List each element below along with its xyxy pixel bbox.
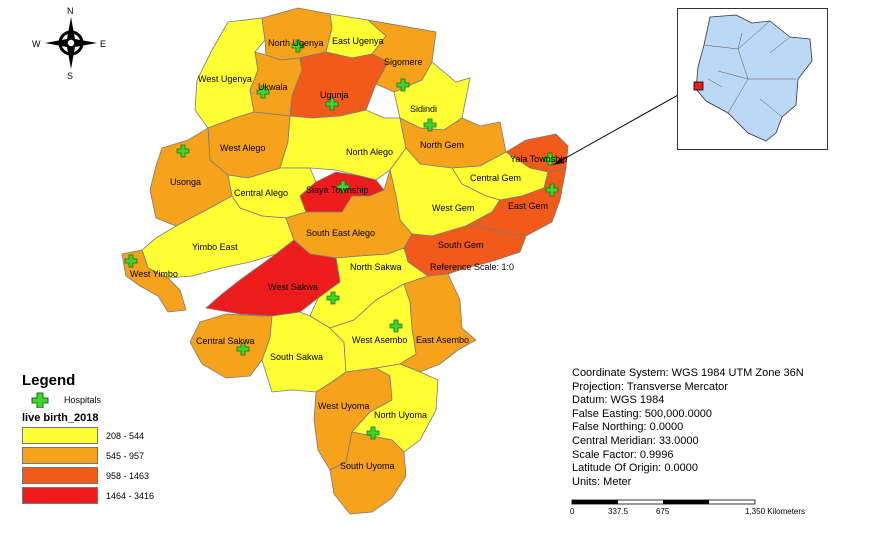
- hospital-icon[interactable]: [256, 85, 270, 99]
- hospital-icon[interactable]: [176, 144, 190, 158]
- kenya-outline-icon: [693, 14, 813, 142]
- ward-label: Yala Township: [510, 154, 567, 164]
- inset-locator-map: [677, 8, 828, 150]
- legend-class-row: 958 - 1463: [22, 467, 222, 484]
- ward-label: South East Alego: [306, 228, 375, 238]
- ward-label: North Sakwa: [350, 262, 402, 272]
- ward-label: Central Alego: [234, 188, 288, 198]
- crs-coordinate-system: Coordinate System: WGS 1984 UTM Zone 36N: [572, 367, 804, 379]
- arrow-head-icon: [553, 158, 563, 165]
- ward-sigomere[interactable]: [366, 19, 437, 93]
- legend-range: 208 - 544: [106, 430, 145, 441]
- ward-label: Sigomere: [384, 57, 423, 67]
- legend-hospital-label: Hospitals: [64, 395, 102, 405]
- ward-label: West Uyoma: [318, 401, 369, 411]
- legend: Legend Hospitals live birth_2018 208 - 5…: [22, 372, 222, 504]
- ward-label: East Asembo: [416, 335, 469, 345]
- legend-swatch: [22, 467, 98, 484]
- legend-swatch: [22, 447, 98, 464]
- hospital-icon[interactable]: [389, 319, 403, 333]
- hospital-icon[interactable]: [326, 291, 340, 305]
- ward-label: North Ugenya: [268, 38, 324, 48]
- legend-range: 1464 - 3416: [106, 490, 155, 501]
- legend-range: 545 - 957: [106, 450, 145, 461]
- compass-s: S: [67, 71, 73, 81]
- ward-label: Sidindi: [410, 104, 437, 114]
- ward-east-asembo[interactable]: [399, 273, 477, 373]
- hospital-markers: [124, 39, 559, 440]
- ward-ugunja[interactable]: [289, 51, 389, 119]
- hospital-icon[interactable]: [124, 254, 138, 268]
- crs-units: Units: Meter: [572, 475, 632, 488]
- compass-w: W: [32, 39, 41, 49]
- hospital-icon[interactable]: [366, 426, 380, 440]
- siaya-highlight-icon: [693, 81, 704, 91]
- legend-hospital-row: Hospitals: [22, 392, 222, 408]
- crs-central-meridian: Central Meridian: 33.0000: [572, 434, 699, 447]
- ward-label: East Gem: [508, 201, 548, 211]
- crs-false-northing: False Northing: 0.0000: [572, 421, 684, 434]
- ward-label: North Uyoma: [374, 410, 427, 420]
- ward-label: North Alego: [346, 147, 393, 157]
- ward-label: East Ugenya: [332, 36, 384, 46]
- ward-label: South Gem: [438, 240, 484, 250]
- hospital-icon[interactable]: [543, 152, 557, 166]
- hospital-icon[interactable]: [291, 39, 305, 53]
- scale-tick: 337.5: [608, 507, 629, 516]
- north-arrow-icon: N E S W: [32, 6, 106, 81]
- ward-south-uyoma[interactable]: [329, 431, 407, 515]
- coordinate-info: Coordinate System: WGS 1984 UTM Zone 36N…: [572, 367, 804, 489]
- compass-n: N: [67, 6, 74, 16]
- crs-projection: Projection: Transverse Mercator: [572, 380, 728, 393]
- hospital-icon[interactable]: [336, 180, 350, 194]
- ward-label: Yimbo East: [192, 242, 238, 252]
- hospital-icon[interactable]: [423, 118, 437, 132]
- scale-bar: 0 337.5 675 1,350 Kilometers: [570, 499, 805, 516]
- inset-pointer-arrow: [552, 84, 697, 166]
- ward-label: Central Sakwa: [196, 336, 255, 346]
- ward-label: Central Gem: [470, 173, 521, 183]
- hospital-icon[interactable]: [396, 78, 410, 92]
- legend-title: Legend: [22, 372, 76, 389]
- ward-west-yimbo[interactable]: [121, 249, 187, 313]
- ward-label: Ugunja: [320, 90, 349, 100]
- ward-label: North Gem: [420, 140, 464, 150]
- legend-swatch: [22, 427, 98, 444]
- ward-label: West Asembo: [352, 335, 407, 345]
- legend-range: 958 - 1463: [106, 470, 150, 481]
- ward-central-sakwa[interactable]: [189, 313, 273, 379]
- ward-label: Ukwala: [258, 82, 288, 92]
- wards: [121, 7, 569, 515]
- ward-label: South Sakwa: [270, 352, 323, 362]
- reference-scale: Reference Scale: 1:0: [430, 262, 514, 272]
- hospital-icon[interactable]: [545, 183, 559, 197]
- scale-tick: 0: [570, 507, 575, 516]
- ward-label: West Alego: [220, 143, 265, 153]
- hospital-icon: [31, 392, 49, 408]
- legend-class-row: 208 - 544: [22, 427, 222, 444]
- compass-e: E: [100, 39, 106, 49]
- crs-latitude-of-origin: Latitude Of Origin: 0.0000: [572, 462, 698, 475]
- crs-datum: Datum: WGS 1984: [572, 394, 665, 407]
- ward-label: West Sakwa: [268, 282, 318, 292]
- hospital-icon[interactable]: [325, 97, 339, 111]
- scale-tick: 675: [656, 507, 670, 516]
- ward-label: West Yimbo: [130, 269, 178, 279]
- ward-labels: North Ugenya East Ugenya Sigomere West U…: [130, 36, 567, 471]
- legend-swatch: [22, 487, 98, 504]
- crs-false-easting: False Easting: 500,000.0000: [572, 407, 713, 420]
- ward-label: South Uyoma: [340, 461, 395, 471]
- ward-label: Siaya Township: [306, 185, 368, 195]
- ward-label: West Ugenya: [198, 74, 252, 84]
- legend-class-row: 1464 - 3416: [22, 487, 222, 504]
- ward-label: West Gem: [432, 203, 474, 213]
- crs-scale-factor: Scale Factor: 0.9996: [572, 448, 674, 461]
- hospital-icon[interactable]: [236, 342, 250, 356]
- scale-tick: 1,350 Kilometers: [745, 507, 805, 516]
- legend-field-name: live birth_2018: [22, 412, 99, 424]
- legend-class-row: 545 - 957: [22, 447, 222, 464]
- ward-label: Usonga: [170, 177, 201, 187]
